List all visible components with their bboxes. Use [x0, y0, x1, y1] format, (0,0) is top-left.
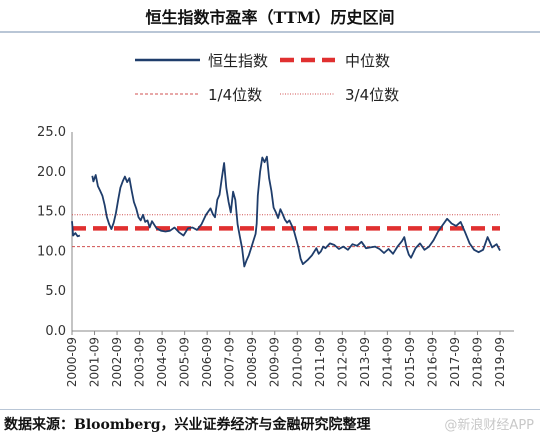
- y-tick-label: 20.0: [37, 165, 66, 180]
- legend: 恒生指数 中位数 1/4位数 3/4位数: [135, 52, 399, 104]
- legend-q3-label: 3/4位数: [345, 86, 399, 104]
- x-tick-label: 2011-09: [313, 337, 327, 387]
- x-tick-label: 2013-09: [358, 337, 372, 387]
- x-tick-label: 2012-09: [335, 337, 349, 387]
- x-tick-label: 2001-09: [88, 337, 102, 387]
- source-note: 数据来源：Bloomberg，兴业证券经济与金融研究院整理: [4, 417, 371, 433]
- x-tick-label: 2005-09: [178, 337, 192, 387]
- x-tick-label: 2014-09: [380, 337, 394, 387]
- x-tick-label: 2007-09: [223, 337, 237, 387]
- footer-divider: [0, 409, 540, 410]
- legend-q1-label: 1/4位数: [208, 86, 262, 104]
- x-tick-labels: 2000-09 2001-09 2002-09 2003-09 2004-09 2005-…: [65, 331, 507, 387]
- legend-pe-label: 恒生指数: [208, 52, 268, 70]
- x-tick-label: 2016-09: [425, 337, 439, 387]
- x-tick-label: 2003-09: [133, 337, 147, 387]
- x-tick-label: 2002-09: [110, 337, 124, 387]
- x-tick-label: 2008-09: [245, 337, 259, 387]
- x-tick-label: 2009-09: [268, 337, 282, 387]
- title-divider: [0, 31, 540, 33]
- legend-median-label: 中位数: [345, 52, 390, 70]
- page-title: 恒生指数市盈率（TTM）历史区间: [145, 8, 395, 27]
- y-tick-label: 25.0: [37, 125, 66, 140]
- y-tick-label: 0.0: [45, 324, 66, 339]
- x-tick-label: 2006-09: [200, 337, 214, 387]
- x-tick-label: 2004-09: [155, 337, 169, 387]
- x-tick-label: 2017-09: [448, 337, 462, 387]
- y-tick-labels: 0.0 5.0 10.0 15.0 20.0 25.0: [37, 125, 66, 339]
- x-tick-label: 2000-09: [65, 337, 79, 387]
- pe-chart: 恒生指数 中位数 1/4位数 3/4位数 0.0 5.0 10.0 15.0 20.0 2…: [37, 52, 514, 387]
- x-tick-label: 2018-09: [470, 337, 484, 387]
- y-tick-label: 15.0: [37, 205, 66, 220]
- y-tick-label: 10.0: [37, 244, 66, 259]
- x-tick-label: 2010-09: [290, 337, 304, 387]
- x-tick-label: 2015-09: [403, 337, 417, 387]
- series-line-pe: [71, 155, 501, 268]
- watermark: @新浪财经APP: [444, 418, 534, 433]
- reference-lines: [72, 214, 500, 248]
- y-tick-label: 5.0: [45, 284, 66, 299]
- x-tick-label: 2019-09: [493, 337, 507, 387]
